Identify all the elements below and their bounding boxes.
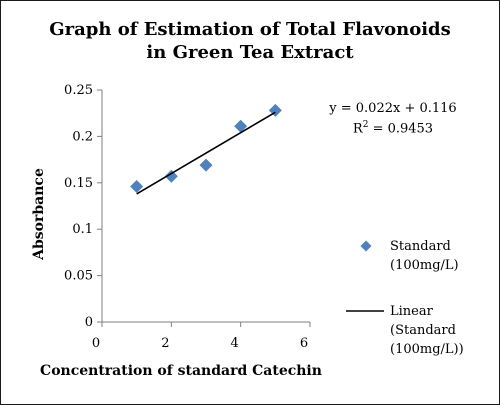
legend-linear-line-2: (Standard [390,323,456,338]
y-axis-title: Absorbance [31,168,47,261]
r-squared-prefix: R [352,121,363,137]
equation-text: y = 0.022x + 0.116 [329,101,457,116]
legend-linear-line-3: (100mg/L)) [390,342,464,357]
r-squared-value: = 0.9453 [368,121,434,137]
r-squared-exponent: 2 [362,120,369,130]
chart-title: Graph of Estimation of Total Flavonoids … [0,18,500,64]
legend-standard-marker [360,240,372,252]
data-point [199,158,213,172]
x-tick-label: 2 [161,336,169,351]
legend-standard-line-2: (100mg/L) [390,258,459,273]
x-axis-title: Concentration of standard Catechin [40,363,322,379]
data-point [234,119,248,133]
y-tick-label: 0.2 [72,129,93,144]
chart-title-line-1: Graph of Estimation of Total Flavonoids [49,19,451,40]
legend-linear-line-1: Linear [390,304,433,319]
legend-standard-line-1: Standard [390,239,451,254]
y-tick-label: 0.15 [64,176,93,191]
y-tick-label: 0.1 [72,222,93,237]
trendline-equation: y = 0.022x + 0.116 R2 = 0.9453 [318,101,468,137]
y-tick-label: 0.05 [64,269,93,284]
r-squared-text: R2 = 0.9453 [318,117,468,137]
data-point [164,169,178,183]
y-tick-label: 0 [85,315,93,330]
y-tick-label: 0.25 [64,83,93,98]
x-tick-label: 6 [300,336,308,351]
data-point [130,180,144,194]
x-tick-label: 4 [231,336,239,351]
x-tick-label: 0 [92,336,100,351]
trendline [136,111,276,195]
legend-linear-label: Linear (Standard (100mg/L)) [390,302,464,359]
legend-standard-label: Standard (100mg/L) [390,237,459,275]
chart-title-line-2: in Green Tea Extract [146,42,354,63]
